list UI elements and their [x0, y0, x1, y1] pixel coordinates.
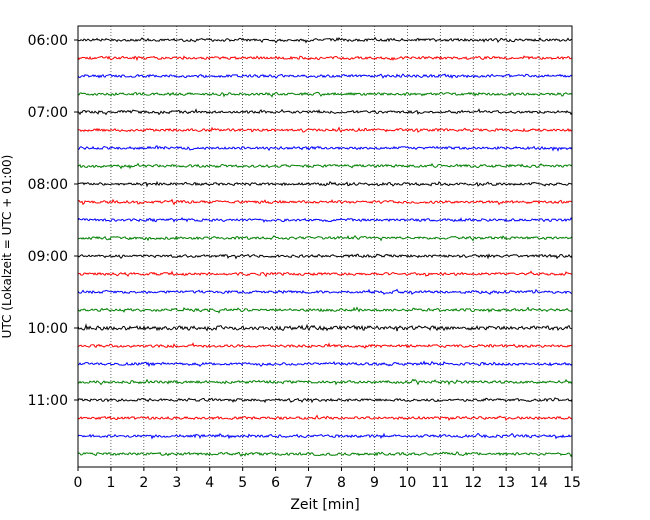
seismic-trace — [77, 108, 573, 116]
x-tick-label: 1 — [106, 475, 115, 491]
seismic-trace — [77, 36, 573, 44]
x-tick-label: 0 — [74, 475, 83, 491]
x-tick-label: 13 — [497, 475, 515, 491]
seismic-trace — [77, 235, 573, 242]
seismic-trace — [77, 378, 573, 386]
seismic-trace — [77, 397, 573, 404]
y-tick-label: 07:00 — [28, 105, 68, 121]
seismic-trace — [77, 270, 573, 278]
y-axis-ticks: 06:00 07:00 08:00 09:00 10:00 11:00 — [28, 33, 78, 409]
y-tick-label: 10:00 — [28, 321, 68, 337]
seismic-trace — [77, 198, 573, 206]
seismic-trace — [77, 91, 573, 98]
y-tick-label: 11:00 — [28, 393, 68, 409]
seismic-trace — [77, 414, 573, 422]
x-tick-label: 4 — [205, 475, 214, 491]
x-tick-label: 3 — [172, 475, 181, 491]
y-tick-label: 08:00 — [28, 177, 68, 193]
x-tick-label: 14 — [530, 475, 548, 491]
x-tick-label: 9 — [370, 475, 379, 491]
seismic-trace — [77, 360, 573, 368]
x-axis-ticks: 0 1 2 3 4 5 6 7 8 9 10 11 12 13 14 15 — [74, 467, 581, 491]
seismic-trace — [77, 180, 573, 188]
x-tick-label: 11 — [431, 475, 449, 491]
x-tick-label: 8 — [337, 475, 346, 491]
seismic-trace — [77, 451, 573, 458]
seismic-trace — [77, 126, 573, 133]
seismic-trace — [77, 55, 573, 62]
seismic-trace — [77, 323, 573, 332]
seismic-traces — [77, 36, 573, 458]
seismic-trace — [77, 73, 573, 79]
y-tick-label: 09:00 — [28, 249, 68, 265]
seismic-trace — [77, 288, 573, 295]
seismic-trace — [77, 253, 573, 260]
seismic-trace — [77, 145, 573, 152]
x-tick-label: 10 — [398, 475, 416, 491]
seismic-trace — [77, 162, 573, 170]
plot-frame — [77, 25, 573, 468]
seismic-trace — [77, 216, 573, 223]
x-axis-label: Zeit [min] — [290, 497, 359, 513]
seismic-trace — [77, 432, 573, 440]
x-tick-label: 12 — [464, 475, 482, 491]
x-tick-label: 6 — [271, 475, 280, 491]
seismic-trace — [77, 342, 573, 349]
x-tick-label: 7 — [304, 475, 313, 491]
x-tick-label: 5 — [238, 475, 247, 491]
x-tick-label: 2 — [139, 475, 148, 491]
y-tick-label: 06:00 — [28, 33, 68, 49]
x-tick-label: 15 — [563, 475, 581, 491]
y-axis-label: UTC (Lokalzeit = UTC + 01:00) — [0, 155, 14, 339]
seismic-trace — [77, 306, 573, 314]
